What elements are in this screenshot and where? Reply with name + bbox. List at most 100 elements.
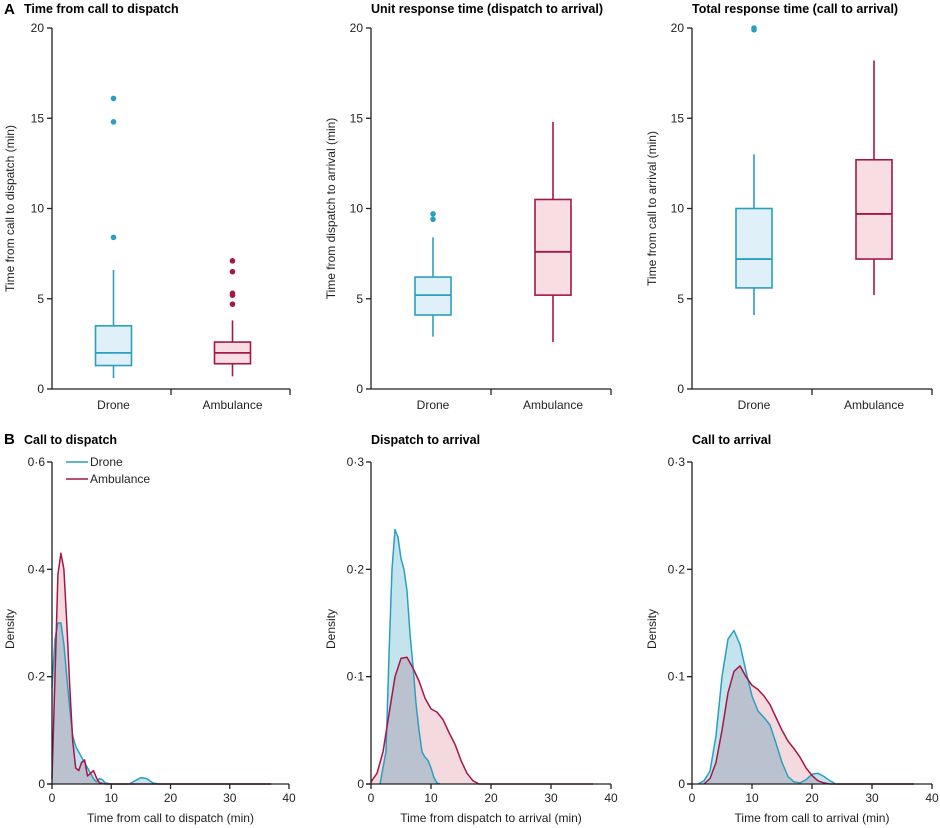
iqr-box <box>414 276 452 316</box>
y-tick-label: 20 <box>31 21 45 35</box>
density-line-ambulance <box>370 656 593 785</box>
x-tick-label: Ambulance <box>202 398 262 412</box>
y-tick-label: 0 <box>357 777 364 791</box>
iqr-box <box>94 325 133 367</box>
x-tick-label: 20 <box>805 791 819 805</box>
legend: Drone Ambulance <box>66 455 150 486</box>
density-area-ambulance <box>371 657 593 784</box>
x-tick-label: 0 <box>368 791 375 805</box>
legend-label-ambulance: Ambulance <box>90 472 150 486</box>
outlier-point <box>229 258 236 264</box>
y-axis-label: Time from call to arrival (min) <box>645 131 659 286</box>
y-tick-label: 0·2 <box>28 670 46 684</box>
outlier-point <box>430 211 436 217</box>
y-tick-label: 0 <box>677 382 684 396</box>
density-line-drone <box>51 622 272 785</box>
y-tick-label: 0·4 <box>28 562 46 576</box>
y-tick-label: 0·6 <box>28 455 46 469</box>
y-tick-label: 0·2 <box>668 562 686 576</box>
y-tick-label: 10 <box>350 202 364 216</box>
outlier-point <box>229 290 236 297</box>
y-tick-label: 0 <box>38 777 45 791</box>
y-tick-label: 0·3 <box>347 455 365 469</box>
density-line-ambulance <box>703 665 914 785</box>
box-ambulance <box>213 258 252 377</box>
chart-title: Dispatch to arrival <box>371 433 480 447</box>
y-tick-label: 0·1 <box>347 670 365 684</box>
x-tick-label: 0 <box>49 791 56 805</box>
y-tick-label: 0·2 <box>347 562 365 576</box>
box-ambulance <box>855 60 893 296</box>
density-call-to-dispatch: Call to dispatch Drone Ambulance 0 0·2 0·4… <box>3 433 296 825</box>
y-tick-label: 5 <box>356 292 363 306</box>
y-tick-label: 10 <box>31 202 45 216</box>
x-tick-label: 40 <box>604 791 618 805</box>
box-drone <box>735 25 773 315</box>
y-axis-label: Time from dispatch to arrival (min) <box>324 118 338 300</box>
density-line-drone <box>697 629 914 785</box>
density-call-to-arrival: Call to arrival 0 0·1 0·2 0·3 0 10 20 30 40 Time … <box>645 433 939 825</box>
x-tick-label: 0 <box>689 791 696 805</box>
y-tick-label: 20 <box>350 21 364 35</box>
y-tick-label: 0 <box>356 382 363 396</box>
y-tick-label: 0·3 <box>668 455 686 469</box>
iqr-box <box>855 158 893 260</box>
x-tick-label: 40 <box>925 791 939 805</box>
x-tick-label: 40 <box>282 791 296 805</box>
boxplot-dispatch-to-arrival: Unit response time (dispatch to arrival)… <box>324 2 612 412</box>
chart-title: Call to arrival <box>692 433 771 447</box>
y-tick-label: 15 <box>350 111 364 125</box>
y-tick-label: 20 <box>671 21 685 35</box>
outlier-point <box>110 234 117 241</box>
boxplot-call-to-dispatch: Time from call to dispatch 0 5 10 15 20 Time … <box>3 2 291 412</box>
x-tick-label: 30 <box>223 791 237 805</box>
density-area-ambulance <box>52 553 272 784</box>
boxplot-call-to-arrival: Total response time (call to arrival) 0 5… <box>645 2 933 412</box>
x-tick-label: 10 <box>424 791 438 805</box>
box-ambulance <box>534 121 572 343</box>
y-axis-label: Density <box>324 609 338 649</box>
chart-title: Unit response time (dispatch to arrival) <box>371 2 603 16</box>
y-tick-label: 5 <box>677 292 684 306</box>
y-tick-label: 15 <box>31 111 45 125</box>
chart-title: Total response time (call to arrival) <box>692 2 898 16</box>
y-tick-label: 0 <box>678 777 685 791</box>
y-axis-label: Time from call to dispatch (min) <box>3 125 17 292</box>
x-tick-label: 30 <box>544 791 558 805</box>
y-tick-label: 15 <box>671 111 685 125</box>
outlier-point <box>229 268 236 275</box>
panel-letter-b: B <box>4 431 15 448</box>
x-axis-label: Time from dispatch to arrival (min) <box>400 811 582 825</box>
box-drone <box>94 95 133 379</box>
iqr-box <box>735 207 773 289</box>
chart-title: Time from call to dispatch <box>24 2 179 16</box>
legend-label-drone: Drone <box>90 455 123 469</box>
y-axis-label: Density <box>645 609 659 649</box>
x-tick-label: Ambulance <box>523 398 583 412</box>
density-area-ambulance <box>704 665 914 784</box>
x-axis-label: Time from call to dispatch (min) <box>87 811 254 825</box>
x-axis-label: Time from call to arrival (min) <box>735 811 890 825</box>
iqr-box <box>534 198 572 296</box>
panel-letter-a: A <box>4 1 15 18</box>
outlier-point <box>751 25 757 31</box>
x-tick-label: 20 <box>484 791 498 805</box>
density-line-ambulance <box>51 552 272 785</box>
outlier-point <box>110 95 117 102</box>
y-axis-label: Density <box>3 609 17 649</box>
x-tick-label: 30 <box>865 791 879 805</box>
outlier-point <box>110 119 117 125</box>
density-line-drone <box>379 528 441 785</box>
x-tick-label: 20 <box>164 791 178 805</box>
y-tick-label: 0 <box>37 382 44 396</box>
x-tick-label: Ambulance <box>844 398 904 412</box>
x-tick-label: Drone <box>97 398 130 412</box>
y-tick-label: 5 <box>37 292 44 306</box>
x-tick-label: Drone <box>738 398 771 412</box>
chart-title: Call to dispatch <box>24 433 117 447</box>
density-dispatch-to-arrival: Dispatch to arrival 0 0·1 0·2 0·3 0 10 20 30 40 T… <box>324 433 618 825</box>
outlier-point <box>430 216 436 223</box>
y-tick-label: 0·1 <box>668 670 686 684</box>
box-drone <box>414 211 452 337</box>
